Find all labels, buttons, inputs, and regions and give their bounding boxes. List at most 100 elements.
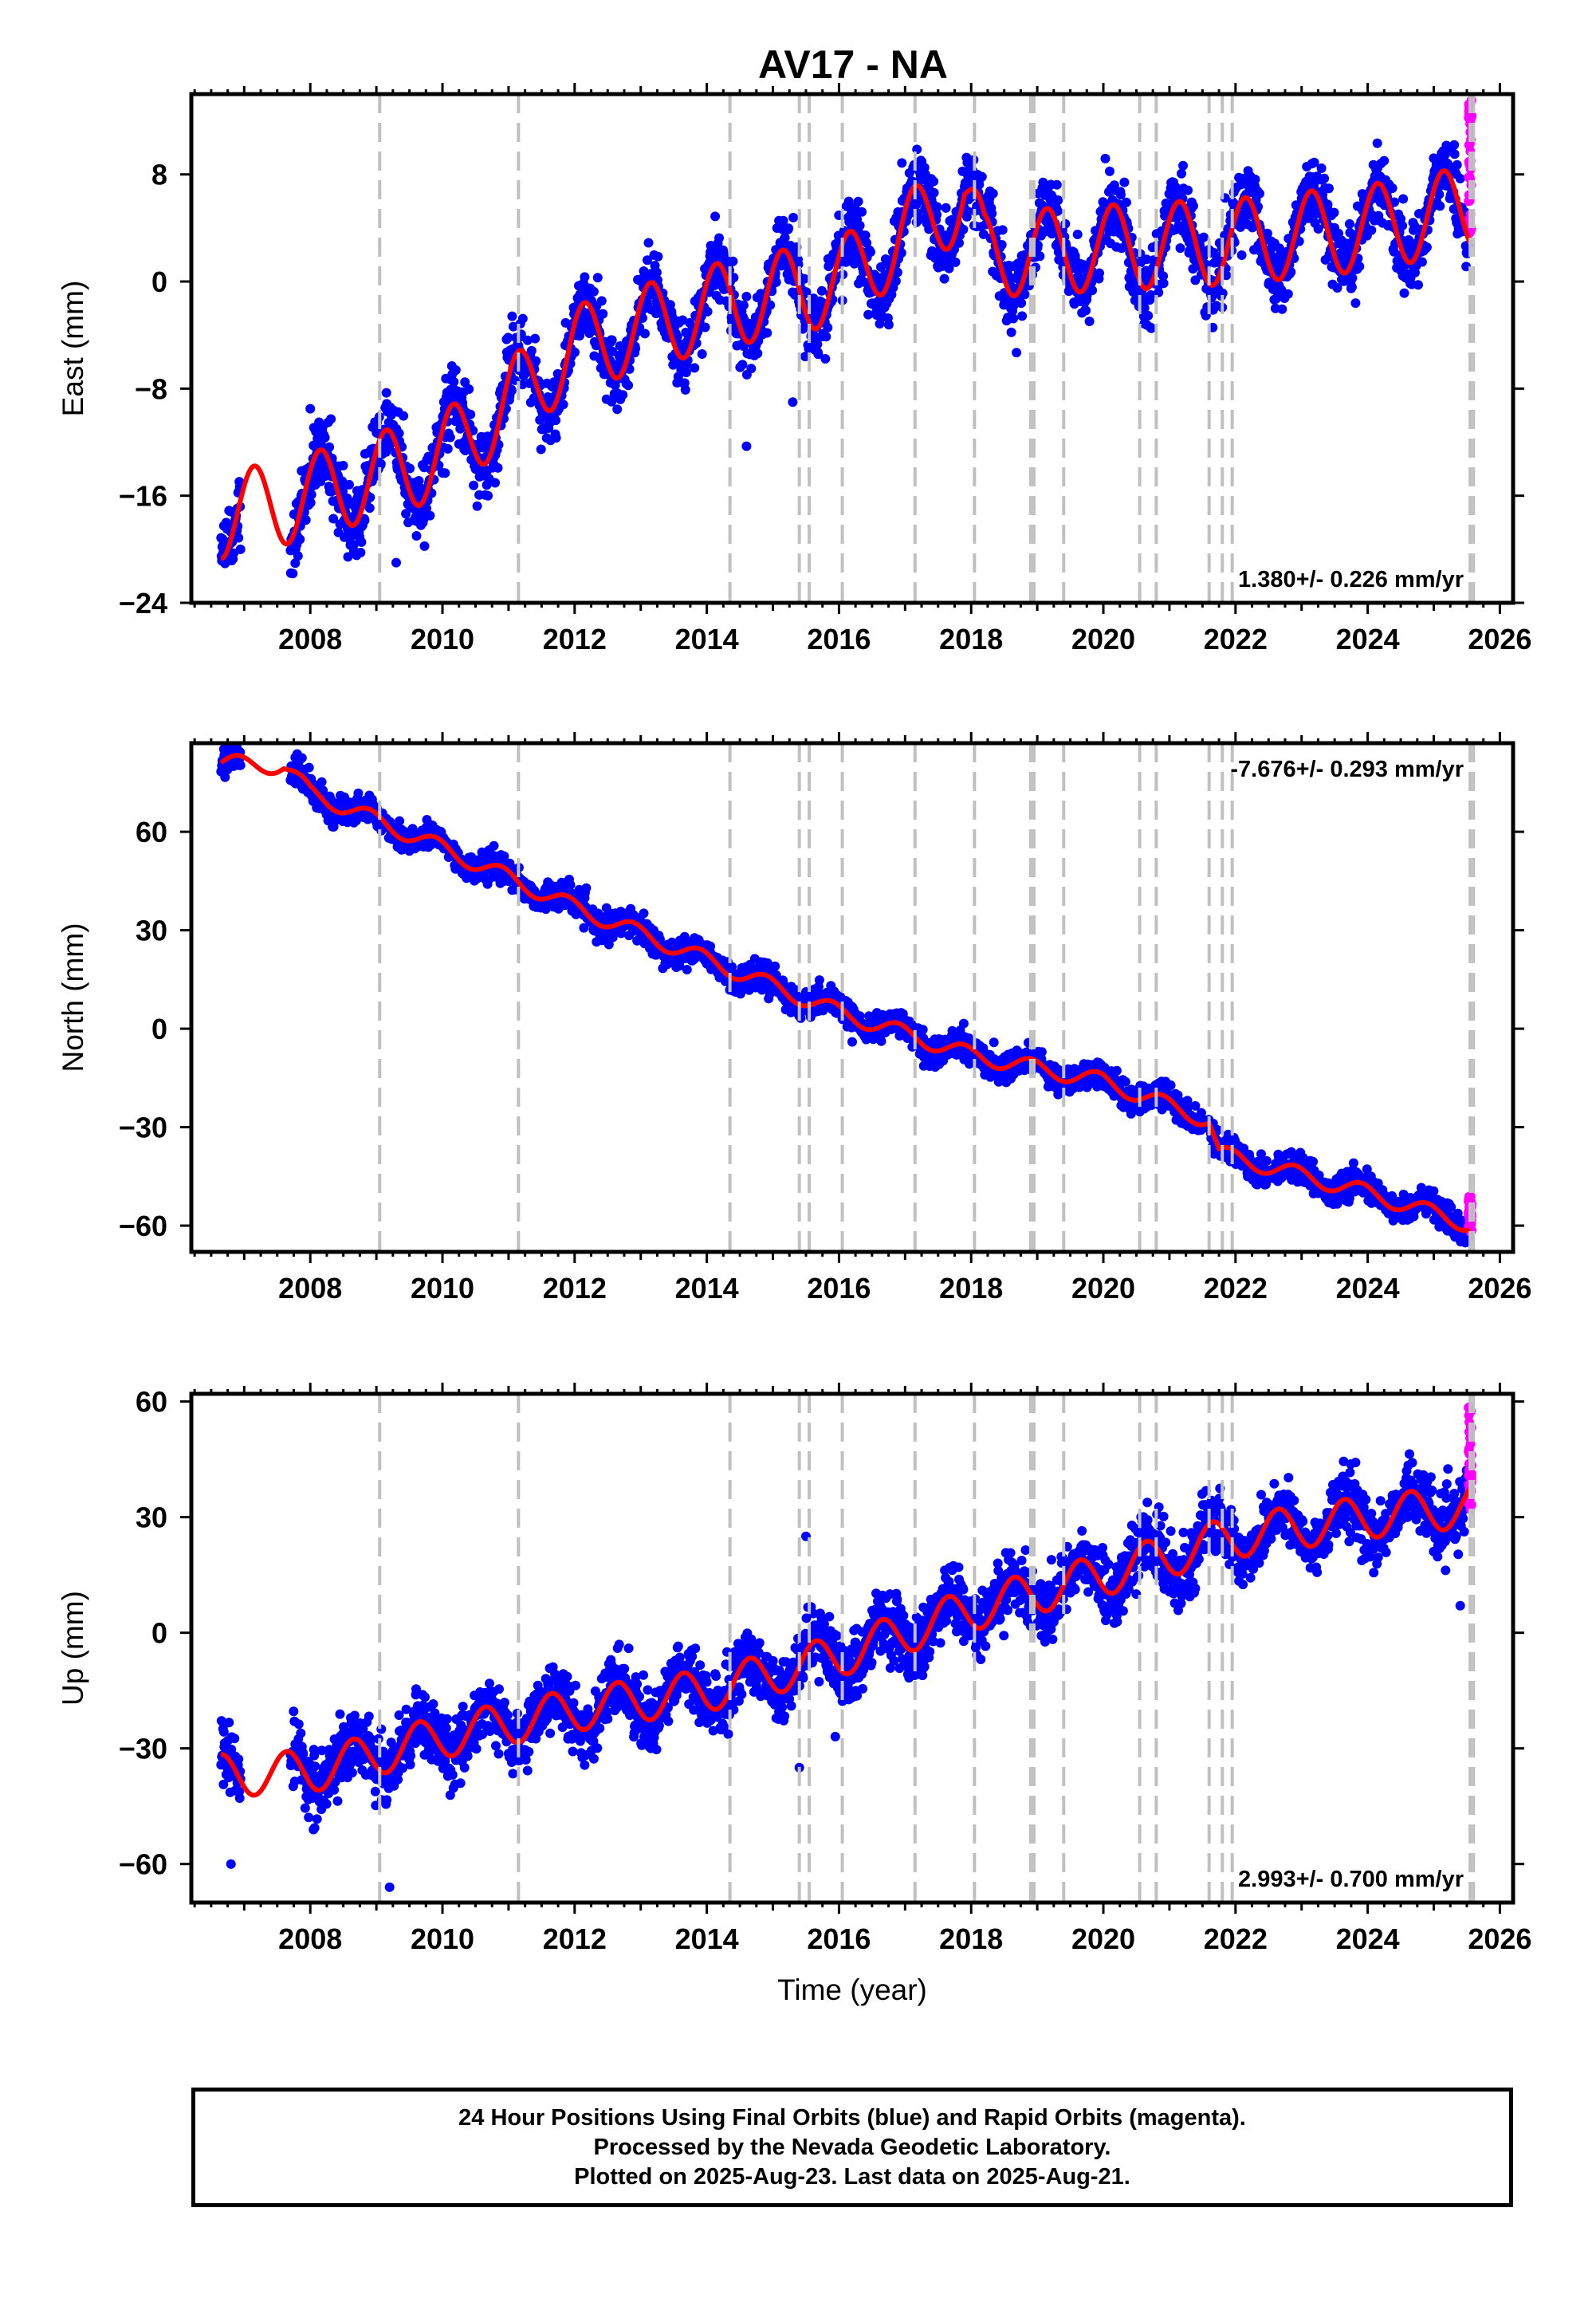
final-orbit-point (1413, 280, 1423, 290)
outlier-point (741, 441, 752, 451)
final-orbit-point (710, 211, 721, 222)
final-orbit-point (892, 267, 902, 277)
final-orbit-point (490, 478, 500, 488)
final-orbit-point (1100, 153, 1111, 163)
final-orbit-point (812, 339, 823, 349)
final-orbit-point (997, 225, 1008, 235)
final-orbit-point (800, 274, 809, 284)
final-orbit-point (746, 364, 757, 374)
final-orbit-point (1397, 221, 1408, 230)
final-orbit-point (293, 551, 303, 561)
x-tick-label: 2014 (675, 623, 739, 655)
final-orbit-point (360, 515, 370, 525)
final-orbit-point (932, 202, 942, 212)
final-orbit-point (1346, 282, 1357, 293)
final-orbit-point (639, 908, 649, 919)
final-orbit-point (680, 384, 690, 395)
final-orbit-point (721, 253, 730, 263)
final-orbit-point (714, 233, 724, 243)
final-orbit-point (235, 544, 246, 554)
final-orbit-point (399, 411, 409, 421)
velocity-rate-label: 1.380+/- 0.226 mm/yr (1238, 567, 1464, 592)
final-orbit-point (503, 333, 513, 343)
final-orbit-point (849, 258, 859, 269)
final-orbit-point (700, 322, 710, 333)
final-orbit-point (304, 762, 314, 773)
east-panel: 2008 2010 2012 2014 2016 2018 2020 2022 2024 2026… (57, 83, 1531, 655)
final-orbit-point (1177, 168, 1186, 179)
final-orbit-point (442, 443, 453, 454)
final-orbit-point (765, 300, 776, 310)
final-orbit-point (464, 384, 474, 394)
final-orbit-point (690, 363, 700, 373)
final-orbit-point (607, 335, 617, 345)
final-orbit-point (235, 760, 246, 770)
final-orbit-point (1329, 207, 1339, 218)
outlier-point (391, 557, 401, 568)
final-orbit-point (643, 255, 652, 266)
final-orbit-point (1012, 348, 1022, 358)
final-orbit-point (489, 840, 499, 851)
final-orbit-point (876, 1036, 886, 1046)
final-orbit-point (356, 547, 366, 557)
final-orbit-point (651, 267, 662, 277)
final-orbit-point (405, 463, 415, 474)
final-orbit-point (598, 309, 608, 319)
final-orbit-point (853, 196, 863, 207)
final-orbit-point (672, 332, 682, 342)
final-orbit-point (1399, 288, 1409, 298)
final-orbit-point (288, 569, 298, 579)
final-orbit-point (445, 432, 455, 443)
final-orbit-point (581, 883, 592, 893)
final-orbit-point (1324, 183, 1334, 194)
final-orbit-point (364, 503, 375, 514)
final-orbit-point (939, 274, 949, 284)
x-tick-label: 2022 (1204, 623, 1268, 655)
final-orbit-point (706, 941, 716, 951)
final-orbit-point (618, 390, 628, 400)
final-orbit-point (316, 777, 327, 787)
x-tick-label: 2026 (1468, 623, 1531, 655)
final-orbit-point (324, 442, 335, 452)
final-orbit-point (1119, 177, 1130, 187)
final-orbit-point (1006, 327, 1016, 337)
final-orbit-point (450, 365, 461, 376)
final-orbit-point (536, 444, 546, 455)
final-orbit-point (234, 533, 244, 543)
final-orbit-point (890, 276, 901, 286)
final-orbit-point (788, 212, 799, 222)
panel-frame (189, 92, 1515, 605)
final-orbit-point (401, 509, 411, 519)
final-orbit-point (977, 171, 987, 182)
final-orbit-point (778, 215, 788, 226)
final-orbit-point (1255, 188, 1264, 199)
final-orbit-point (1372, 138, 1382, 148)
final-orbit-point (506, 385, 517, 396)
final-orbit-point (958, 224, 969, 234)
y-axis: 80−8−16−24 (119, 159, 1524, 620)
outlier-point (788, 397, 798, 407)
final-orbit-point (863, 309, 874, 320)
final-orbit-point (1236, 250, 1247, 260)
y-tick-label: 0 (151, 266, 167, 298)
y-axis-label: East (mm) (57, 281, 89, 417)
final-orbit-point (1053, 195, 1063, 206)
final-orbit-point (623, 380, 634, 391)
final-orbit-point (570, 347, 580, 357)
final-orbit-point (414, 476, 424, 486)
final-orbit-point (295, 534, 305, 545)
final-orbit-point (950, 257, 961, 267)
final-orbit-point (531, 356, 541, 366)
final-orbit-point (551, 433, 561, 443)
final-orbit-point (1095, 268, 1104, 278)
final-orbit-point (855, 220, 865, 230)
final-orbit-point (425, 510, 435, 521)
final-orbit-point (638, 313, 647, 323)
final-orbit-point (530, 333, 541, 344)
final-orbit-point (770, 961, 780, 971)
final-orbit-point (588, 286, 599, 297)
final-orbit-point (1323, 199, 1333, 210)
final-orbit-point (356, 537, 367, 547)
final-orbit-point (507, 311, 517, 321)
final-orbit-point (1017, 311, 1028, 321)
